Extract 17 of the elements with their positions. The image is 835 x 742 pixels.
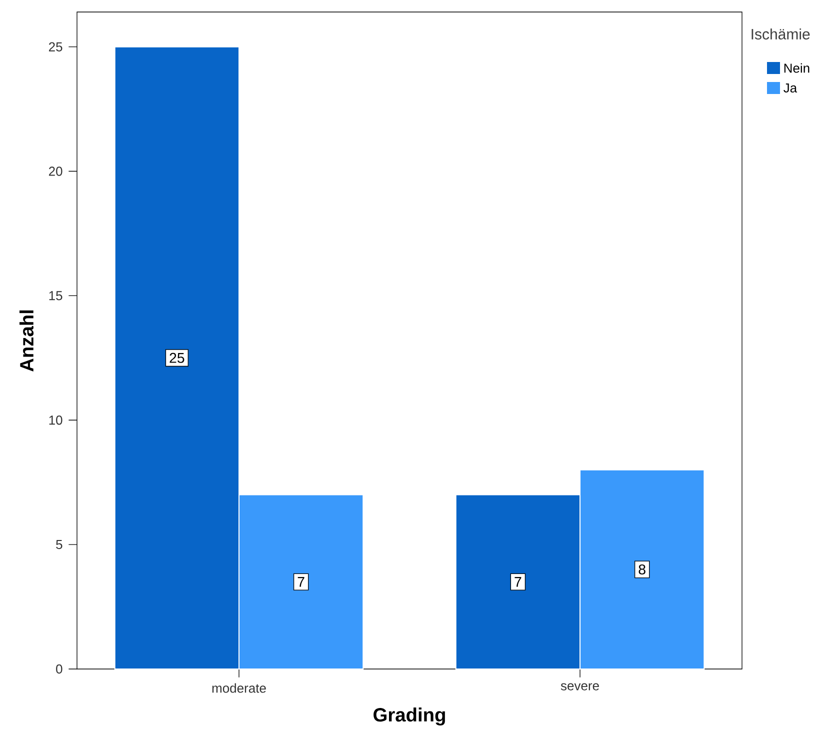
- y-tick-label: 0: [56, 664, 62, 674]
- y-tick-label: 25: [48, 42, 62, 52]
- data-label: 25: [170, 352, 184, 363]
- y-tick-label: 10: [49, 416, 62, 425]
- data-label: 7: [298, 577, 304, 587]
- legend-label: Ja: [784, 83, 798, 93]
- data-label: 7: [514, 577, 522, 587]
- legend-label: Nein: [784, 63, 810, 73]
- data-label: 8: [638, 564, 646, 574]
- y-tick-label: 5: [56, 540, 62, 550]
- x-tick-label: severe: [560, 683, 599, 690]
- y-axis-title: Anzahl: [19, 310, 34, 372]
- x-axis-title: Grading: [374, 708, 445, 726]
- y-tick-label: 15: [49, 291, 62, 300]
- y-tick-label: 20: [48, 166, 62, 176]
- legend-title: Ischämie: [752, 28, 810, 40]
- x-tick-label: moderate: [212, 683, 266, 693]
